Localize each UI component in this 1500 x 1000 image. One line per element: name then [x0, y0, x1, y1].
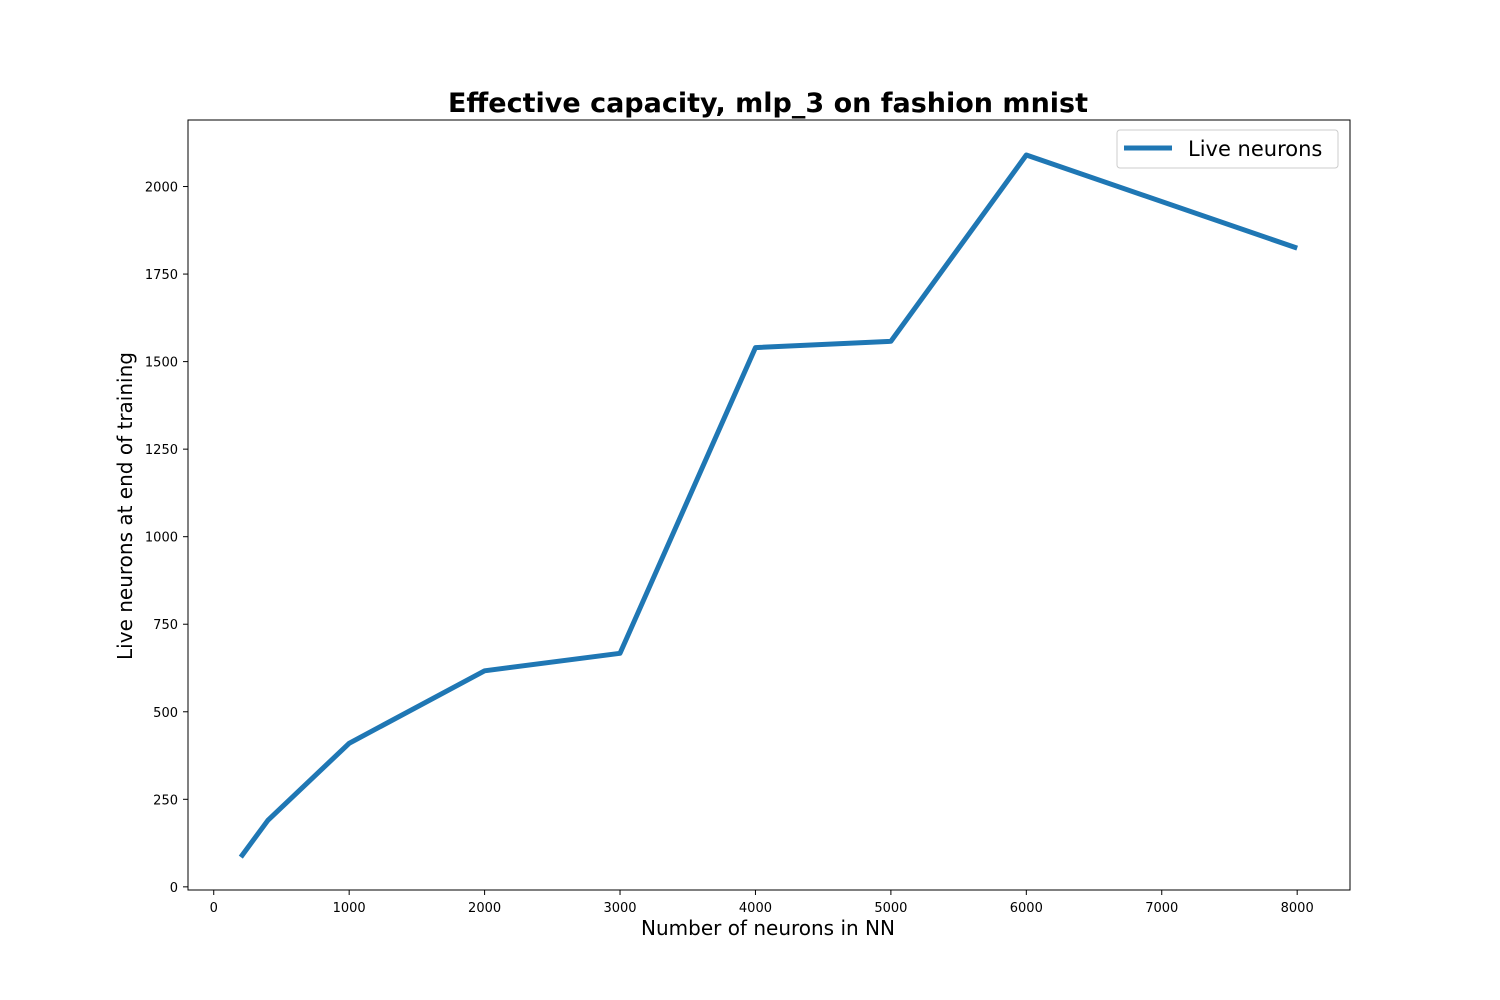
y-axis-label: Live neurons at end of training: [113, 352, 137, 660]
plot-background: [188, 120, 1350, 890]
legend-box: [1116, 129, 1339, 169]
x-tick-label: 8000: [1281, 901, 1314, 916]
y-axis-ticks: 0 250 500 750 1000 1250 1500 1750 2000: [145, 181, 188, 896]
x-tick-label: 6000: [1010, 901, 1043, 916]
x-tick-label: 1000: [333, 901, 366, 916]
plot-frame: [187, 119, 1351, 891]
y-tick-label: 500: [153, 706, 178, 721]
x-tick-label: 5000: [874, 901, 907, 916]
y-tick-label: 0: [170, 881, 178, 896]
legend-label: Live neurons: [1188, 137, 1322, 161]
y-tick-label: 1250: [145, 443, 178, 458]
y-tick-label: 2000: [145, 181, 178, 196]
x-tick-label: 3000: [603, 901, 636, 916]
legend: Live neurons: [1116, 129, 1339, 169]
x-tick-label: 4000: [739, 901, 772, 916]
y-tick-label: 1000: [145, 531, 178, 546]
x-tick-label: 0: [210, 901, 218, 916]
y-tick-label: 1750: [145, 268, 178, 283]
x-tick-label: 7000: [1145, 901, 1178, 916]
x-axis-ticks: 0 1000 2000 3000 4000 5000 6000 7000 8000: [210, 890, 1314, 916]
x-axis-label: Number of neurons in NN: [641, 916, 895, 940]
x-tick-label: 2000: [468, 901, 501, 916]
chart-title: Effective capacity, mlp_3 on fashion mni…: [448, 88, 1088, 119]
y-tick-label: 250: [153, 793, 178, 808]
series-layer: [238, 152, 1298, 859]
y-tick-label: 750: [153, 618, 178, 633]
plot-area: [188, 120, 1350, 890]
y-tick-label: 1500: [145, 356, 178, 371]
